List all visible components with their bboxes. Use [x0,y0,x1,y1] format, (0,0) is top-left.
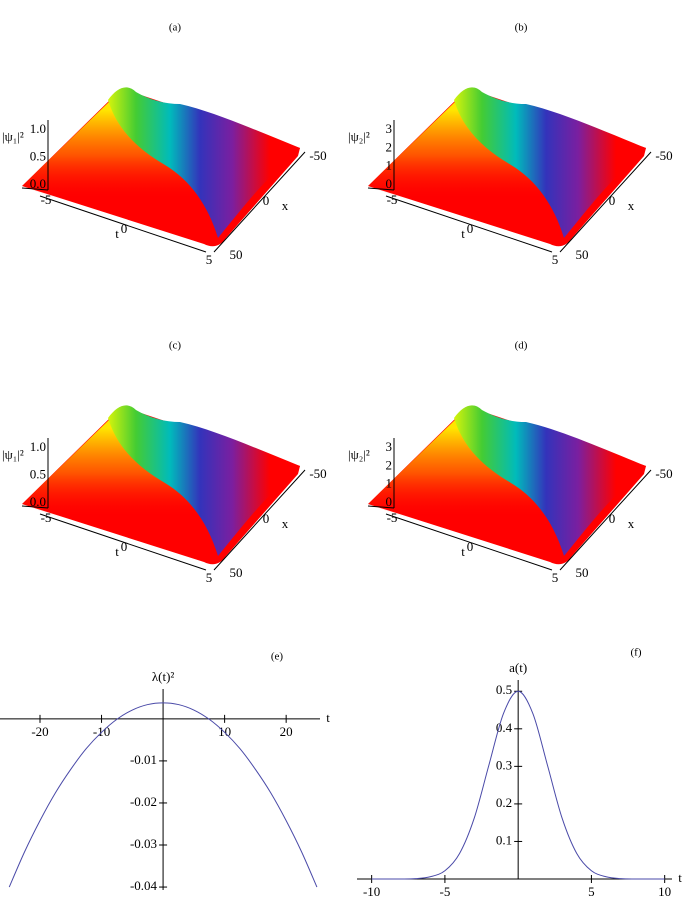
z-tick-label: 3 [386,439,393,454]
panel-caption: (c) [169,340,182,352]
x-axis-label: x [282,516,289,531]
x-axis-label: x [282,198,289,213]
z-tick-label: 0.5 [30,148,46,163]
z-tick-label: 0.0 [30,494,46,509]
z-tick-label: 0.0 [30,176,46,191]
panel-caption: (a) [169,22,182,34]
x-tick-label: -10 [93,724,110,739]
z-tick-label: 2 [386,457,393,472]
y-tick-label: -0.03 [130,836,157,851]
t-tick-label: 0 [121,539,128,554]
t-axis-label: t [461,226,465,241]
y-tick-label: -0.04 [130,878,158,893]
z-tick-label: 0 [386,494,393,509]
panel-caption: (f) [631,647,642,659]
panel-c [22,405,305,570]
x-axis-label: x [628,198,635,213]
x-axis-label: t [678,870,682,885]
z-tick-label: 1 [386,158,393,173]
t-axis-label: t [115,226,119,241]
x-tick-label: 50 [576,247,589,262]
x-tick-label: -50 [309,466,326,481]
x-tick-label: -20 [31,724,48,739]
x-tick-label: -5 [439,884,450,899]
z-axis-label: |ψ₁|² [2,129,24,144]
t-tick-label: 5 [552,252,559,267]
x-tick-label: -50 [655,466,672,481]
t-axis-label: t [115,544,119,559]
x-tick-label: 50 [230,565,243,580]
x-axis-label: t [326,710,330,725]
x-axis-label: x [628,516,635,531]
z-tick-label: 1 [386,476,393,491]
y-tick-label: 0.5 [496,682,512,697]
data-line [8,702,318,888]
panel-caption: (d) [515,340,528,352]
y-tick-label: -0.01 [130,752,157,767]
z-axis-label: |ψ₂|² [348,447,370,462]
z-tick-label: 1.0 [30,121,46,136]
t-tick-label: 5 [552,570,559,585]
t-tick-label: -5 [387,510,398,525]
t-tick-label: -5 [41,510,52,525]
x-tick-label: 20 [280,724,293,739]
y-tick-label: 0.3 [496,757,512,772]
panel-caption: (b) [515,22,528,34]
y-tick-label: 0.1 [496,832,512,847]
panel-caption: (e) [271,651,284,663]
z-axis-label: |ψ₁|² [2,447,24,462]
t-tick-label: 0 [121,221,128,236]
x-tick-label: 0 [609,511,616,526]
x-tick-label: 5 [588,884,595,899]
y-tick-label: 0.4 [496,720,513,735]
z-tick-label: 0.5 [30,466,46,481]
y-tick-label: 0.2 [496,795,512,810]
t-tick-label: -5 [387,192,398,207]
y-axis-label: a(t) [509,660,527,675]
data-line [371,690,665,880]
x-tick-label: -10 [363,884,380,899]
t-tick-label: 0 [467,221,474,236]
y-tick-label: -0.02 [130,794,157,809]
x-tick-label: 0 [263,511,270,526]
panel-d [368,405,651,570]
t-tick-label: 5 [206,570,213,585]
z-tick-label: 3 [386,121,393,136]
t-tick-label: -5 [41,192,52,207]
x-tick-label: 50 [576,565,589,580]
z-axis-label: |ψ₂|² [348,129,370,144]
x-tick-label: 0 [263,193,270,208]
x-tick-label: 50 [230,247,243,262]
y-axis-label: λ(t)² [152,669,175,684]
x-tick-label: -50 [655,148,672,163]
z-tick-label: 2 [386,139,393,154]
x-tick-label: 10 [658,884,671,899]
z-tick-label: 1.0 [30,439,46,454]
x-tick-label: -50 [309,148,326,163]
x-tick-label: 0 [609,193,616,208]
t-axis-label: t [461,544,465,559]
t-tick-label: 0 [467,539,474,554]
z-tick-label: 0 [386,176,393,191]
panel-b [368,87,651,252]
t-tick-label: 5 [206,252,213,267]
panel-a [22,87,305,252]
